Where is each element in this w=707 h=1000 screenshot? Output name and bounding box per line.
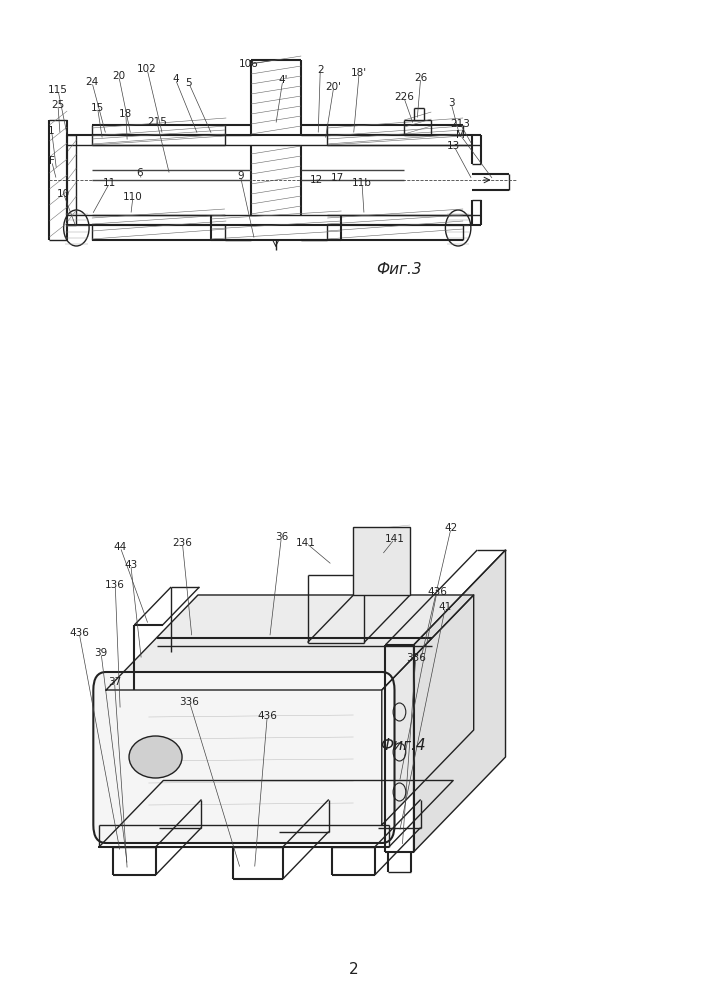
Text: 2: 2 [349, 962, 358, 978]
Text: Фиг.4: Фиг.4 [380, 738, 426, 752]
Text: 37: 37 [108, 677, 121, 687]
Text: 43: 43 [124, 560, 137, 570]
Text: 20': 20' [326, 82, 341, 92]
Ellipse shape [129, 736, 182, 778]
Text: 141: 141 [296, 538, 316, 548]
Text: 336: 336 [180, 697, 199, 707]
Text: 13: 13 [448, 141, 460, 151]
Text: 102: 102 [137, 64, 157, 74]
Text: M: M [456, 130, 464, 140]
Text: 106: 106 [239, 59, 259, 69]
Text: 11: 11 [103, 178, 116, 188]
Text: 15: 15 [91, 103, 104, 113]
Text: 110: 110 [123, 192, 143, 202]
Polygon shape [106, 595, 474, 690]
Text: 17: 17 [331, 173, 344, 183]
Text: 11b: 11b [352, 178, 372, 188]
Text: 9: 9 [237, 171, 244, 181]
Text: 1: 1 [48, 126, 55, 136]
Text: 42: 42 [445, 523, 457, 533]
Text: 215: 215 [147, 117, 167, 127]
Text: 44: 44 [114, 542, 127, 552]
Text: 12: 12 [310, 175, 323, 185]
Text: 436: 436 [427, 587, 447, 597]
Text: 10: 10 [57, 189, 70, 199]
Text: 18': 18' [351, 68, 367, 78]
Text: 115: 115 [48, 85, 68, 95]
Polygon shape [414, 550, 506, 852]
Text: 36: 36 [275, 532, 288, 542]
FancyBboxPatch shape [93, 672, 395, 843]
Text: 436: 436 [257, 711, 277, 721]
Text: 26: 26 [414, 73, 427, 83]
Text: 4': 4' [278, 75, 288, 85]
Text: F: F [49, 156, 54, 166]
Text: 436: 436 [69, 628, 89, 638]
Text: 39: 39 [95, 648, 107, 658]
Text: 213: 213 [450, 119, 470, 129]
Text: 336: 336 [406, 653, 426, 663]
Text: 20: 20 [112, 71, 125, 81]
Polygon shape [382, 595, 474, 825]
Text: 4: 4 [172, 74, 179, 84]
Bar [354, 527, 410, 595]
Text: 2: 2 [317, 65, 324, 75]
Text: 6: 6 [136, 168, 144, 178]
Text: 3: 3 [448, 98, 455, 108]
Text: Фиг.3: Фиг.3 [377, 262, 422, 277]
Text: 236: 236 [173, 538, 192, 548]
Text: 5: 5 [185, 78, 192, 88]
Text: 141: 141 [385, 534, 404, 544]
Text: 18: 18 [119, 109, 132, 119]
Text: 226: 226 [394, 92, 414, 102]
Text: 136: 136 [105, 580, 125, 590]
Text: 41: 41 [439, 602, 452, 612]
Text: 25: 25 [52, 100, 64, 110]
Text: 24: 24 [86, 77, 98, 87]
